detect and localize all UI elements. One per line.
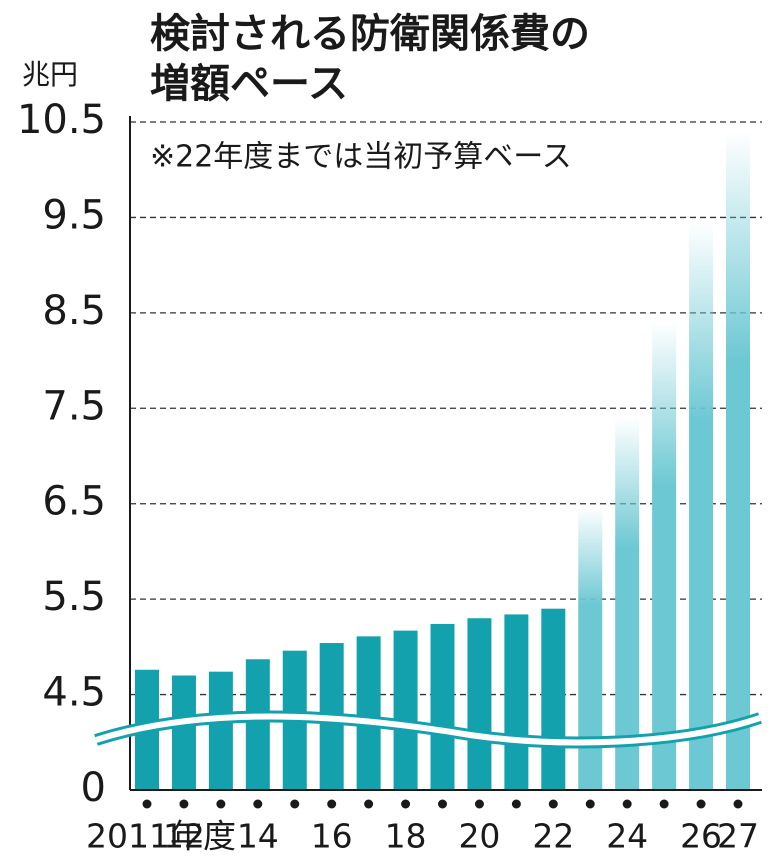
x-dot — [253, 799, 263, 809]
x-dot — [364, 799, 374, 809]
y-axis-label: 兆円 — [22, 58, 78, 91]
chart-title: 増額ペース — [150, 61, 348, 107]
bar — [652, 322, 677, 790]
bar — [208, 671, 233, 790]
x-dot — [733, 799, 743, 809]
bar — [541, 608, 566, 790]
bar — [689, 222, 714, 790]
bar — [615, 417, 640, 790]
y-tick-label: 5.5 — [42, 574, 106, 620]
bar — [467, 618, 492, 790]
x-tick-label: 2011年度 — [86, 817, 236, 856]
x-tick-label: 20 — [458, 817, 500, 856]
x-dot — [142, 799, 152, 809]
x-dot — [290, 799, 300, 809]
axis-break — [95, 713, 761, 746]
bar — [171, 675, 196, 790]
x-dot — [216, 799, 226, 809]
annotation: ※22年度までは当初予算ベース — [150, 140, 572, 175]
y-tick-label: 8.5 — [42, 288, 106, 334]
x-dot — [401, 799, 411, 809]
bar — [356, 636, 381, 790]
x-tick-label: 16 — [311, 817, 353, 856]
x-dot — [474, 799, 484, 809]
y-tick-label: 7.5 — [42, 383, 106, 429]
bar — [245, 659, 270, 790]
x-dot — [585, 799, 595, 809]
x-dot — [659, 799, 669, 809]
x-tick-label: 14 — [237, 817, 279, 856]
bar — [504, 614, 529, 790]
x-dot — [696, 799, 706, 809]
y-tick-label: 9.5 — [42, 192, 106, 238]
y-tick-label: 4.5 — [42, 670, 106, 716]
x-tick-label: 18 — [385, 817, 427, 856]
x-tick-label: 24 — [606, 817, 648, 856]
x-tick-label: 22 — [532, 817, 574, 856]
bar — [393, 630, 418, 790]
x-tick-label: 27 — [717, 817, 759, 856]
y-tick-label: 10.5 — [17, 97, 106, 143]
x-dot — [548, 799, 558, 809]
x-dot — [622, 799, 632, 809]
x-tick-label: 26 — [680, 817, 722, 856]
x-dot — [438, 799, 447, 809]
x-dot — [511, 799, 521, 809]
bar — [726, 131, 750, 791]
bar — [430, 623, 455, 790]
x-dot — [327, 799, 337, 809]
y-tick-label: 6.5 — [42, 479, 106, 525]
y-tick-label: 0 — [81, 765, 106, 811]
chart-title: 検討される防衛関係費の — [150, 11, 590, 57]
x-dot — [179, 799, 189, 809]
x-tick-label: 12 — [163, 817, 205, 856]
